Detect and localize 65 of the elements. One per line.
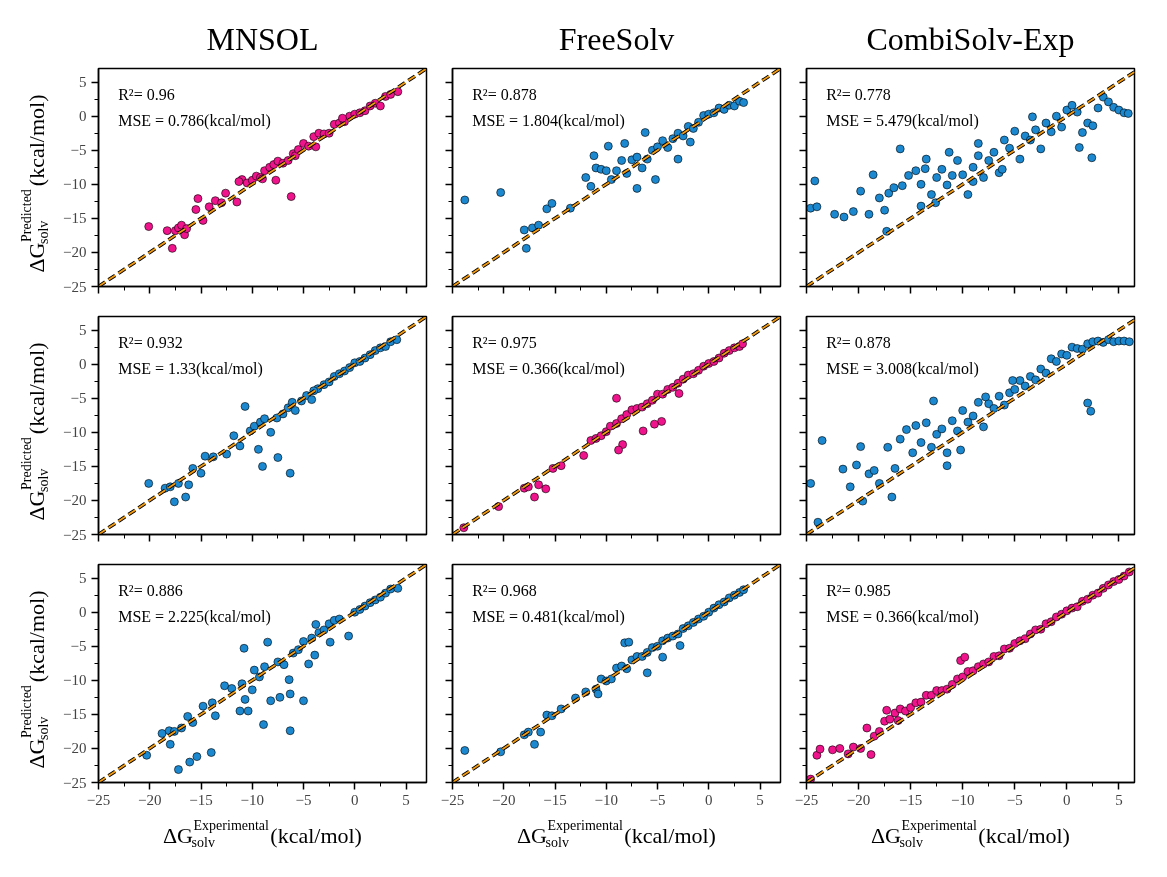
annotation: MSE = 3.008(kcal/mol) xyxy=(826,360,979,379)
annotation: MSE = 0.481(kcal/mol) xyxy=(472,608,625,627)
y-tick-label: −5 xyxy=(70,142,87,159)
y-tick-label: −20 xyxy=(63,244,87,261)
chart-title: CombiSolv-Exp xyxy=(866,20,1075,57)
chart-title: MNSOL xyxy=(206,20,319,57)
y-tick-label: −10 xyxy=(63,424,87,441)
annotation: MSE = 0.786(kcal/mol) xyxy=(118,112,271,131)
x-tick-label: −25 xyxy=(794,791,819,808)
y-tick-label: −15 xyxy=(63,210,87,227)
annotation: MSE = 1.804(kcal/mol) xyxy=(472,112,625,131)
y-tick-label: −10 xyxy=(63,176,87,193)
annotation: R²= 0.932 xyxy=(118,334,183,352)
x-tick-label: −25 xyxy=(440,791,465,808)
y-tick-label: −10 xyxy=(63,672,87,689)
x-tick-label: 0 xyxy=(351,791,359,808)
y-axis-title: ΔGsolvPredicted(kcal/mol) xyxy=(19,590,51,769)
x-tick-label: 0 xyxy=(705,791,713,808)
x-tick-label: −5 xyxy=(1006,791,1023,808)
x-tick-label: −15 xyxy=(543,791,567,808)
y-tick-label: −25 xyxy=(63,526,87,543)
annotation: MSE = 2.225(kcal/mol) xyxy=(118,608,271,627)
x-tick-label: 0 xyxy=(1063,791,1071,808)
y-tick-label: −20 xyxy=(63,740,87,757)
annotation: R²= 0.975 xyxy=(472,334,537,352)
y-tick-label: −15 xyxy=(63,706,87,723)
x-tick-label: −10 xyxy=(240,791,264,808)
annotation: R²= 0.778 xyxy=(826,86,891,104)
x-tick-label: 5 xyxy=(756,791,764,808)
y-tick-label: 0 xyxy=(79,356,87,373)
y-tick-label: 5 xyxy=(79,570,87,587)
y-axis-title: ΔGsolvPredicted(kcal/mol) xyxy=(19,94,51,273)
x-tick-label: −10 xyxy=(950,791,975,808)
x-tick-label: −20 xyxy=(138,791,162,808)
x-tick-label: −15 xyxy=(189,791,213,808)
x-tick-label: 5 xyxy=(1115,791,1123,808)
y-tick-label: 0 xyxy=(79,108,87,125)
x-tick-label: 5 xyxy=(402,791,410,808)
x-tick-label: −5 xyxy=(649,791,666,808)
y-tick-label: −25 xyxy=(63,774,87,791)
annotation: R²= 0.968 xyxy=(472,582,537,600)
x-tick-label: −20 xyxy=(846,791,871,808)
y-tick-label: −15 xyxy=(63,458,87,475)
y-tick-label: −20 xyxy=(63,492,87,509)
y-tick-label: −25 xyxy=(63,278,87,295)
annotation: R²= 0.878 xyxy=(472,86,537,104)
x-tick-label: −10 xyxy=(594,791,618,808)
annotation: R²= 0.985 xyxy=(826,582,891,600)
y-tick-label: 0 xyxy=(79,604,87,621)
chart-title: FreeSolv xyxy=(558,20,675,57)
annotation: MSE = 0.366(kcal/mol) xyxy=(826,608,979,627)
y-tick-label: −5 xyxy=(70,638,87,655)
x-tick-label: −5 xyxy=(295,791,312,808)
y-tick-label: 5 xyxy=(79,322,87,339)
annotation: R²= 0.878 xyxy=(826,334,891,352)
x-tick-label: −15 xyxy=(898,791,923,808)
x-tick-label: −20 xyxy=(492,791,516,808)
annotation: R²= 0.96 xyxy=(118,86,175,104)
annotation: MSE = 0.366(kcal/mol) xyxy=(472,360,625,379)
y-tick-label: 5 xyxy=(79,74,87,91)
annotation: R²= 0.886 xyxy=(118,582,183,600)
y-tick-label: −5 xyxy=(70,390,87,407)
y-axis-title: ΔGsolvPredicted(kcal/mol) xyxy=(19,342,51,521)
annotation: MSE = 5.479(kcal/mol) xyxy=(826,112,979,131)
annotation: MSE = 1.33(kcal/mol) xyxy=(118,360,263,379)
